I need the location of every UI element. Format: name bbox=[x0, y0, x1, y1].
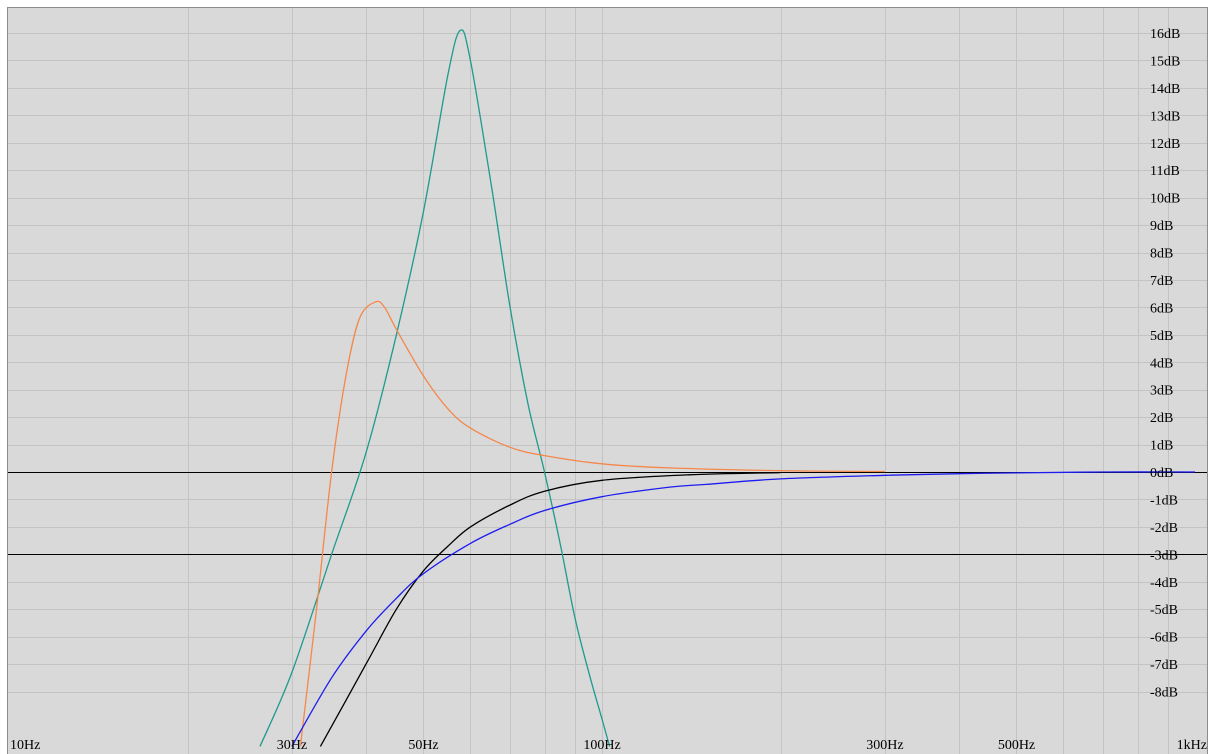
y-tick-label: 6dB bbox=[1150, 301, 1173, 316]
y-tick-label: 8dB bbox=[1150, 247, 1173, 262]
x-tick-label: 50Hz bbox=[408, 738, 438, 753]
y-tick-label: 10dB bbox=[1150, 192, 1180, 207]
response-curves bbox=[259, 29, 1196, 747]
y-tick-label: 11dB bbox=[1150, 164, 1180, 179]
response-curve-1 bbox=[259, 29, 611, 747]
y-tick-label: 2dB bbox=[1150, 411, 1173, 426]
y-tick-label: 4dB bbox=[1150, 356, 1173, 371]
x-tick-label: 500Hz bbox=[998, 738, 1035, 753]
response-curve-3 bbox=[319, 471, 781, 747]
y-tick-label: -6dB bbox=[1150, 631, 1178, 646]
y-tick-label: 14dB bbox=[1150, 82, 1180, 97]
y-tick-label: 16dB bbox=[1150, 27, 1180, 42]
plot-frame bbox=[7, 7, 1208, 754]
y-tick-label: 7dB bbox=[1150, 274, 1173, 289]
response-curve-2 bbox=[299, 300, 885, 747]
y-tick-label: -5dB bbox=[1150, 603, 1178, 618]
y-tick-label: 1dB bbox=[1150, 439, 1173, 454]
y-tick-label: -8dB bbox=[1150, 686, 1178, 701]
x-tick-label: 1kHz bbox=[1177, 738, 1207, 753]
plot-background bbox=[7, 7, 1208, 754]
x-tick-label: 10Hz bbox=[10, 738, 40, 753]
y-tick-label: 9dB bbox=[1150, 219, 1173, 234]
x-tick-labels: 10Hz 30Hz 50Hz 100Hz 300Hz 500Hz 1kHz bbox=[10, 738, 1207, 753]
y-tick-label: -2dB bbox=[1150, 521, 1178, 536]
y-tick-label: -1dB bbox=[1150, 493, 1178, 508]
y-tick-labels: 16dB 15dB 14dB 13dB 12dB 11dB 10dB 9dB 8dB 7dB 6dB… bbox=[1150, 27, 1180, 701]
y-tick-label: 13dB bbox=[1150, 109, 1180, 124]
x-tick-label: 300Hz bbox=[866, 738, 903, 753]
x-tick-label: 30Hz bbox=[277, 738, 307, 753]
y-tick-label: -7dB bbox=[1150, 658, 1178, 673]
grid-layer bbox=[7, 7, 1208, 754]
y-tick-label: -3dB bbox=[1150, 548, 1178, 563]
y-tick-label: 5dB bbox=[1150, 329, 1173, 344]
y-tick-label: 3dB bbox=[1150, 384, 1173, 399]
y-tick-label: 12dB bbox=[1150, 137, 1180, 152]
x-tick-label: 100Hz bbox=[583, 738, 620, 753]
y-tick-label: 0dB bbox=[1150, 466, 1173, 481]
response-curve-4 bbox=[291, 471, 1196, 747]
y-tick-label: -4dB bbox=[1150, 576, 1178, 591]
y-tick-label: 15dB bbox=[1150, 54, 1180, 69]
